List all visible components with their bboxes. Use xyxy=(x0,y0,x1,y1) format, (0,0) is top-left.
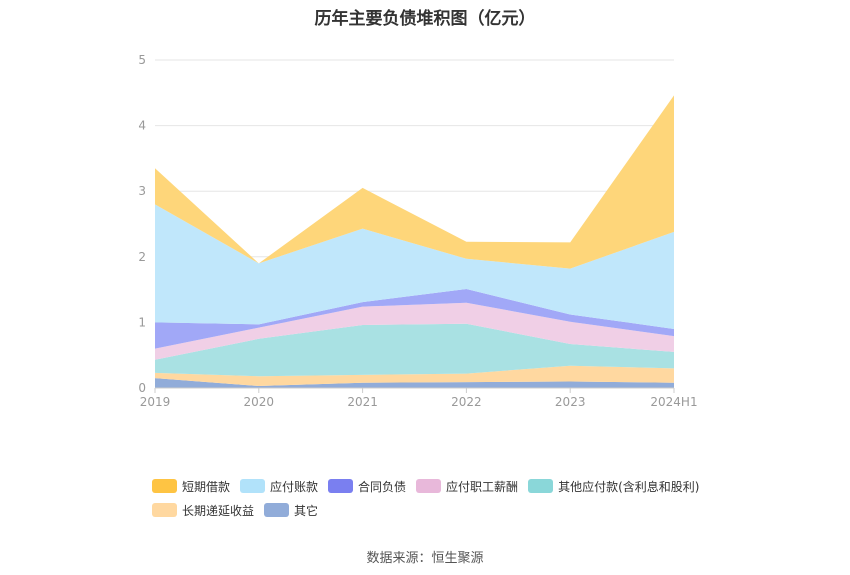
area-series-6 xyxy=(155,95,674,269)
legend-label: 其它 xyxy=(294,503,319,518)
x-tick-label-0: 2019 xyxy=(140,395,171,409)
area-series-0 xyxy=(155,378,674,388)
y-tick-label-0: 0 xyxy=(138,381,146,395)
legend-item[interactable]: 合同负债 xyxy=(328,478,406,495)
x-tick-label-5: 2024H1 xyxy=(650,395,697,409)
legend-item[interactable]: 应付账款 xyxy=(240,478,318,495)
legend-label: 合同负债 xyxy=(358,479,407,494)
x-tick-label-3: 2022 xyxy=(451,395,482,409)
legend-item[interactable]: 长期递延收益 xyxy=(152,502,254,519)
x-tick-label-1: 2020 xyxy=(244,395,275,409)
legend-swatch xyxy=(528,479,554,493)
x-tick-label-4: 2023 xyxy=(555,395,586,409)
area-series-4 xyxy=(155,288,674,349)
legend-swatch xyxy=(152,503,177,517)
legend-label: 应付职工薪酬 xyxy=(446,479,519,494)
legend-swatch xyxy=(264,503,290,517)
legend-swatch xyxy=(416,479,442,493)
legend-label: 应付账款 xyxy=(270,479,319,494)
chart-legend: 短期借款 应付账款 合同负债 应付职工薪酬 其他应付款(含利息和股利) 长期递延收益 其它 xyxy=(152,474,752,522)
y-tick-label-3: 3 xyxy=(138,184,146,198)
legend-label: 短期借款 xyxy=(182,479,231,494)
area-series-3 xyxy=(155,302,674,360)
legend-item[interactable]: 其他应付款(含利息和股利) xyxy=(528,478,699,495)
legend-swatch xyxy=(328,479,354,493)
area-series-5 xyxy=(155,204,674,329)
y-tick-label-5: 5 xyxy=(138,53,146,67)
legend-item[interactable]: 短期借款 xyxy=(152,478,230,495)
stacked-area-chart: 0 1 2 3 4 5 2019 2020 2021 2022 2023 2024H1 xyxy=(138,53,697,409)
chart-title: 历年主要负债堆积图（亿元） xyxy=(314,9,536,29)
legend-item[interactable]: 应付职工薪酬 xyxy=(416,478,518,495)
x-tick-label-2: 2021 xyxy=(347,395,378,409)
legend-row-1: 长期递延收益 其它 xyxy=(152,498,752,522)
area-series-2 xyxy=(155,323,674,377)
y-tick-label-2: 2 xyxy=(138,250,146,264)
legend-label: 其他应付款(含利息和股利) xyxy=(558,479,700,494)
y-tick-label-1: 1 xyxy=(138,315,146,329)
legend-swatch xyxy=(240,479,266,493)
legend-row-0: 短期借款 应付账款 合同负债 应付职工薪酬 其他应付款(含利息和股利) xyxy=(152,474,752,498)
legend-item[interactable]: 其它 xyxy=(264,502,318,519)
legend-swatch xyxy=(152,479,177,493)
area-series-1 xyxy=(155,365,674,387)
legend-label: 长期递延收益 xyxy=(182,503,255,518)
data-source: 数据来源：恒生聚源 xyxy=(366,551,484,566)
y-tick-label-4: 4 xyxy=(138,119,146,133)
